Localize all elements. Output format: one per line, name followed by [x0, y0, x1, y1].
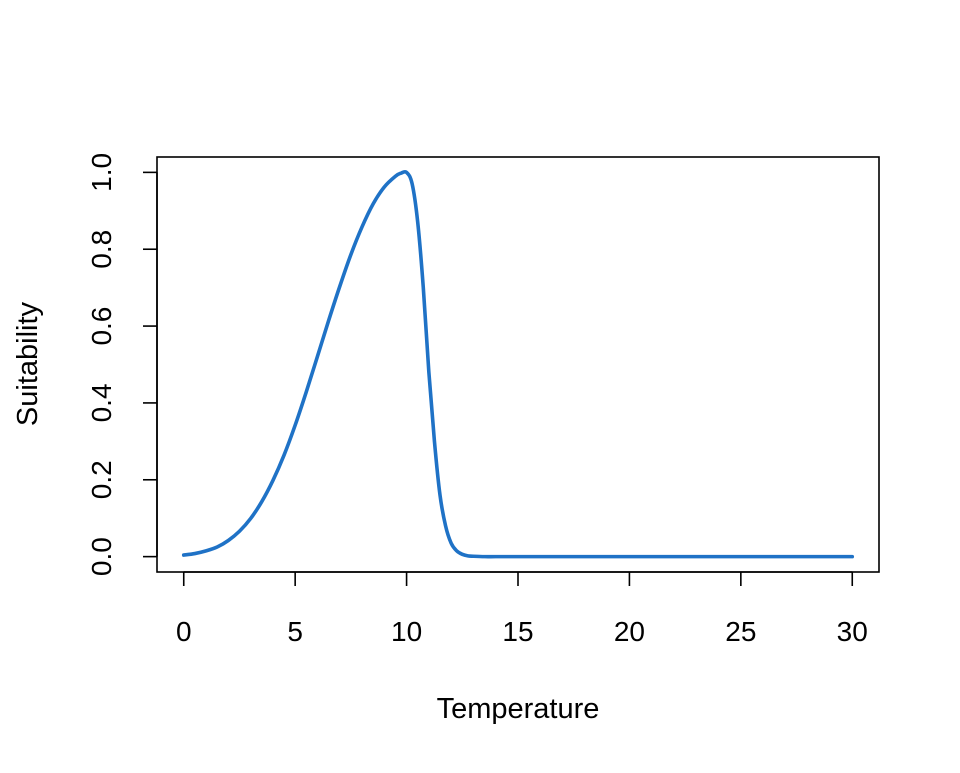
x-tick-label: 15 [502, 616, 533, 647]
y-tick-label: 0.2 [86, 460, 117, 499]
plot-layer: 0 5 10 15 20 25 30 0.0 0.2 0.4 0.6 0.8 1.0 [86, 153, 880, 647]
suitability-series-line [181, 169, 855, 559]
x-tick-label: 0 [176, 616, 192, 647]
x-axis-label: Temperature [437, 693, 600, 725]
y-tick-label: 1.0 [86, 153, 117, 192]
x-tick-label: 30 [837, 616, 868, 647]
x-tick-label: 10 [391, 616, 422, 647]
x-tick-label: 5 [287, 616, 303, 647]
y-axis-label: Suitability [12, 301, 44, 426]
y-tick-label: 0.4 [86, 383, 117, 422]
y-tick-label: 0.6 [86, 307, 117, 346]
y-tick-label: 0.8 [86, 230, 117, 269]
y-tick-label: 0.0 [86, 537, 117, 576]
x-tick-label: 20 [614, 616, 645, 647]
x-tick-label: 25 [725, 616, 756, 647]
